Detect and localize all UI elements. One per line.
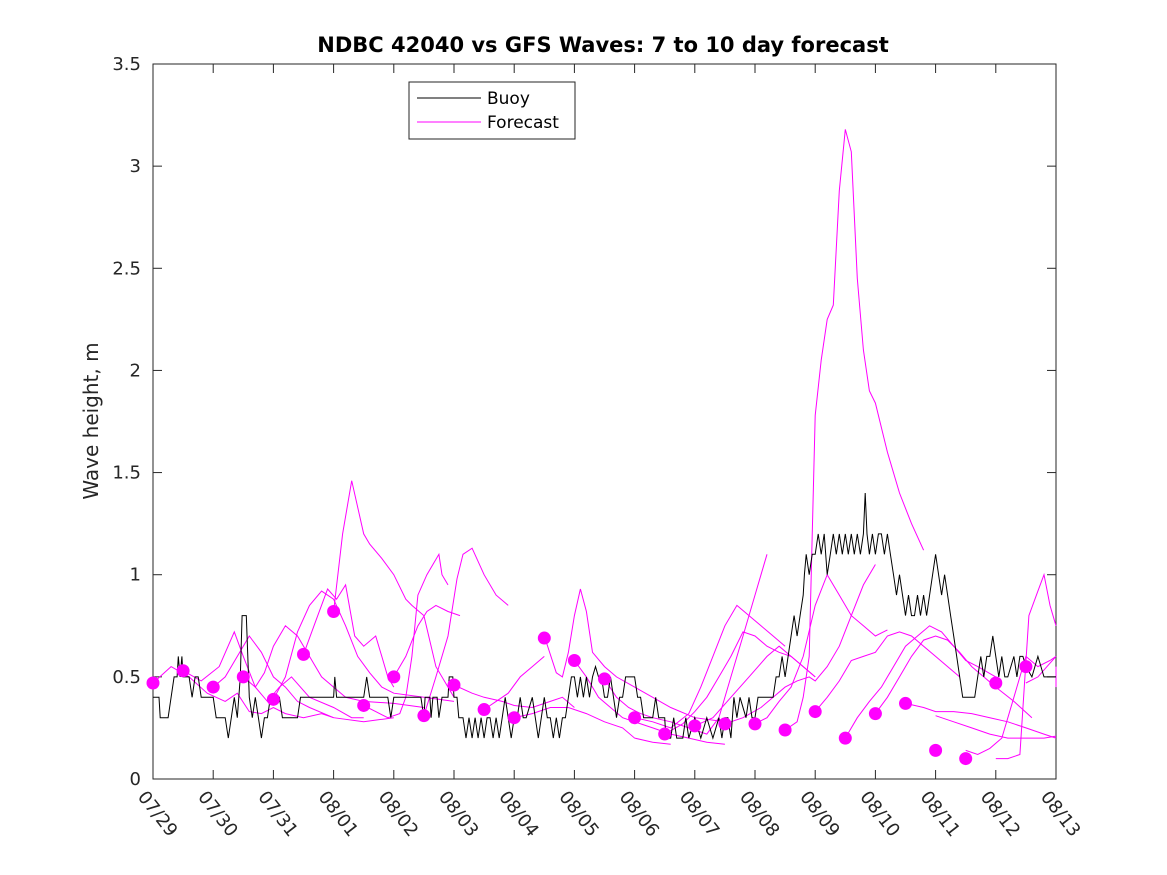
forecast-start-point	[718, 717, 732, 731]
legend-forecast-label: Forecast	[487, 113, 559, 133]
y-tick-label: 0	[130, 769, 141, 790]
forecast-line	[905, 702, 1057, 739]
x-tick-label: 08/03	[434, 787, 482, 841]
forecast-start-point	[838, 731, 852, 745]
forecast-start-point	[447, 678, 461, 692]
legend-buoy-label: Buoy	[487, 89, 530, 109]
x-tick-label: 07/31	[253, 787, 301, 841]
x-tick-label: 08/12	[976, 787, 1024, 841]
forecast-line	[935, 715, 1057, 739]
forecast-start-point	[206, 680, 220, 694]
chart-title: NDBC 42040 vs GFS Waves: 7 to 10 day for…	[317, 33, 888, 57]
forecast-line	[212, 635, 394, 723]
forecast-start-point	[297, 647, 310, 661]
forecast-start-markers	[146, 604, 1033, 766]
forecast-start-point	[929, 743, 943, 757]
x-tick-label: 08/05	[554, 787, 602, 841]
forecast-line	[303, 583, 395, 688]
forecast-start-point	[507, 711, 521, 725]
y-tick-label: 3	[130, 156, 141, 177]
x-tick-label: 08/02	[374, 787, 422, 841]
buoy-line	[153, 492, 1056, 740]
forecast-start-point	[417, 709, 431, 723]
forecast-start-point	[658, 727, 672, 741]
y-axis: 0 0.5 1 1.5 2 2.5 3 3.5	[112, 54, 1056, 790]
x-tick-label: 08/11	[916, 787, 964, 841]
forecast-line	[543, 588, 725, 723]
y-tick-label: 1	[130, 565, 141, 586]
buoy-series	[153, 492, 1056, 740]
forecast-line	[965, 655, 1057, 756]
legend: Buoy Forecast	[408, 81, 576, 140]
x-tick-label: 08/01	[314, 787, 362, 841]
forecast-start-point	[959, 752, 973, 766]
legend-box	[408, 81, 576, 140]
forecast-start-point	[146, 676, 160, 690]
forecast-line	[272, 590, 455, 702]
forecast-start-point	[688, 719, 702, 733]
forecast-start-point	[537, 631, 551, 645]
forecast-line	[634, 604, 786, 729]
forecast-line	[453, 684, 575, 709]
forecast-start-point	[387, 670, 401, 684]
forecast-start-point	[868, 707, 882, 721]
y-tick-label: 3.5	[112, 54, 141, 75]
forecast-start-point	[899, 696, 912, 710]
forecast-line	[423, 547, 509, 716]
x-tick-label: 07/29	[133, 787, 181, 841]
forecast-line	[784, 129, 925, 731]
x-tick-label: 08/06	[615, 787, 663, 841]
forecast-line	[483, 656, 545, 710]
forecast-start-point	[176, 664, 190, 678]
x-tick-label: 08/09	[795, 787, 843, 841]
forecast-start-point	[266, 692, 280, 706]
x-tick-label: 08/13	[1036, 787, 1084, 841]
y-tick-label: 2.5	[112, 258, 141, 279]
forecast-line	[363, 552, 449, 719]
forecast-line	[814, 631, 961, 712]
forecast-line	[754, 573, 888, 725]
y-axis-label: Wave height, m	[79, 342, 103, 499]
forecast-start-point	[989, 676, 1003, 690]
x-tick-label: 08/08	[735, 787, 783, 841]
y-tick-label: 2	[130, 360, 141, 381]
forecast-start-point	[808, 705, 822, 719]
x-tick-label: 08/10	[855, 787, 903, 841]
forecast-line	[333, 480, 455, 698]
forecast-start-point	[357, 698, 371, 712]
x-tick-label: 08/04	[494, 787, 542, 841]
y-tick-label: 1.5	[112, 463, 141, 484]
y-tick-label: 0.5	[112, 667, 141, 688]
forecast-start-point	[477, 703, 491, 717]
forecast-start-point	[748, 717, 762, 731]
forecast-start-point	[236, 670, 250, 684]
forecast-start-point	[327, 604, 341, 618]
forecast-line	[844, 625, 997, 739]
plot-area	[152, 63, 1057, 780]
forecast-start-point	[628, 711, 642, 725]
forecast-start-point	[1019, 660, 1033, 674]
forecast-line	[514, 707, 671, 745]
forecast-start-point	[567, 654, 581, 668]
x-tick-label: 07/30	[193, 787, 241, 841]
forecast-line	[393, 604, 461, 678]
x-tick-label: 08/07	[675, 787, 723, 841]
forecast-line	[995, 572, 1057, 760]
forecast-start-point	[778, 723, 792, 737]
forecast-line	[694, 645, 816, 727]
forecast-start-point	[598, 672, 611, 686]
